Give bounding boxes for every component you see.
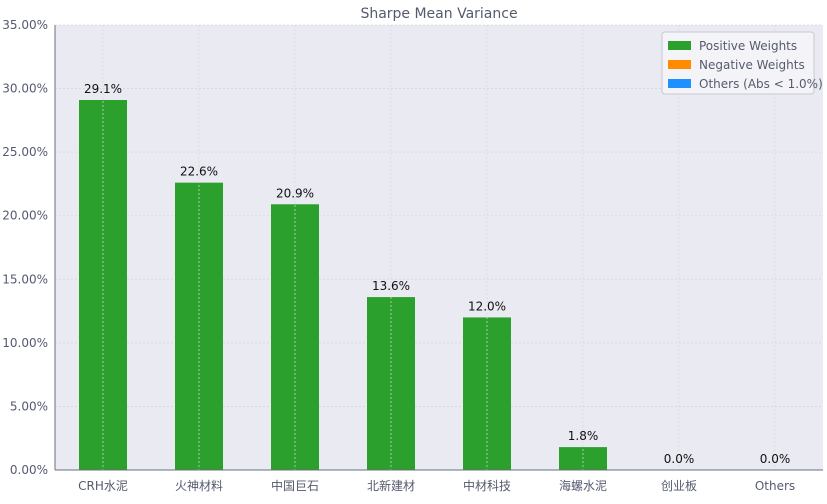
x-tick-label: 海螺水泥 xyxy=(559,478,607,493)
legend-label[interactable]: Negative Weights xyxy=(699,58,805,72)
axes xyxy=(54,25,823,471)
legend-swatch xyxy=(668,60,691,69)
legend-swatch xyxy=(668,79,691,88)
legend-label[interactable]: Positive Weights xyxy=(699,39,797,53)
bar-value-label: 13.6% xyxy=(372,279,410,293)
chart-title: Sharpe Mean Variance xyxy=(360,6,517,22)
y-tick-label: 5.00% xyxy=(10,399,48,413)
y-tick-labels: 0.00% 5.00% 10.00% 15.00% 20.00% 25.00% 30.00%… xyxy=(2,18,48,477)
y-tick-label: 0.00% xyxy=(10,463,48,477)
bar-value-label: 12.0% xyxy=(468,299,506,313)
y-tick-label: 30.00% xyxy=(2,82,48,96)
x-tick-label: 创业板 xyxy=(661,479,697,493)
bar-value-label: 29.1% xyxy=(84,82,122,96)
y-tick-label: 15.00% xyxy=(2,272,48,286)
legend-label[interactable]: Others (Abs < 1.0%) xyxy=(699,77,823,91)
y-tick-label: 25.00% xyxy=(2,145,48,159)
bar-value-label: 20.9% xyxy=(276,186,314,200)
x-tick-label: 火神材料 xyxy=(175,479,223,493)
bar-value-label: 22.6% xyxy=(180,165,218,179)
y-tick-label: 10.00% xyxy=(2,336,48,350)
bar xyxy=(367,297,415,470)
y-tick-label: 35.00% xyxy=(2,18,48,32)
x-tick-label: 中材科技 xyxy=(463,478,511,493)
bar-value-label: 0.0% xyxy=(664,452,695,466)
bar-value-label: 0.0% xyxy=(760,452,791,466)
x-tick-label: 中国巨石 xyxy=(271,478,319,493)
x-tick-label: CRH水泥 xyxy=(78,479,128,493)
bar-value-label: 1.8% xyxy=(568,429,599,443)
x-tick-labels: CRH水泥 火神材料 中国巨石 北新建材 中材科技 海螺水泥 创业板 Others xyxy=(78,478,795,493)
x-tick-label: 北新建材 xyxy=(367,478,415,493)
bar-value-labels: 29.1% 22.6% 20.9% 13.6% 12.0% 1.8% 0.0% 0.0% xyxy=(84,82,790,466)
y-tick-label: 20.00% xyxy=(2,209,48,223)
legend[interactable]: Positive Weights Negative Weights Others (… xyxy=(661,31,823,95)
legend-swatch xyxy=(668,41,691,50)
x-tick-label: Others xyxy=(755,479,795,493)
legend-box xyxy=(661,31,815,95)
